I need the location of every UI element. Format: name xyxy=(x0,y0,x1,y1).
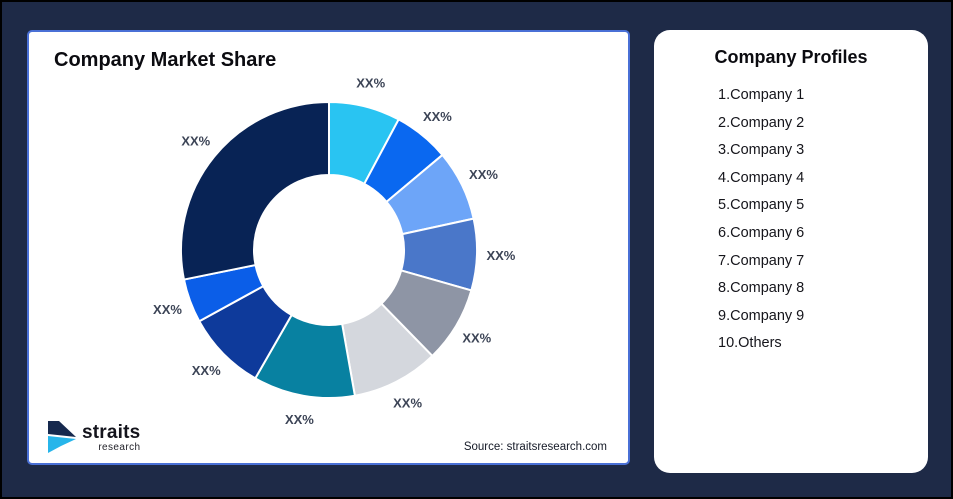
slice-label-5: XX% xyxy=(462,331,491,346)
slice-label-4: XX% xyxy=(486,248,515,263)
company-profile-item-6: 6.Company 6 xyxy=(718,224,805,241)
company-profiles-card: Company Profiles 1.Company 1 2.Company 2 3… xyxy=(654,30,928,473)
company-profiles-list: 1.Company 1 2.Company 2 3.Company 3 4.Compa… xyxy=(654,82,928,358)
company-profile-item-7: 7.Company 7 xyxy=(718,252,805,269)
slice-label-9: XX% xyxy=(153,302,182,317)
donut-chart: XX% XX% XX% XX% XX% XX% XX% XX% XX% XX% xyxy=(153,76,516,427)
source-text: Source: straitsresearch.com xyxy=(463,441,607,453)
slice-label-3: XX% xyxy=(469,167,498,182)
company-profile-item-3: 3.Company 3 xyxy=(718,142,805,159)
company-profile-item-1: 1.Company 1 xyxy=(718,87,805,103)
logo-mark-icon xyxy=(48,421,76,453)
logo-text: straits research xyxy=(82,423,140,453)
company-profile-item-2: 2.Company 2 xyxy=(718,114,805,131)
donut-slice-10 xyxy=(179,101,330,281)
straits-research-logo: straits research xyxy=(48,421,140,454)
slice-label-7: XX% xyxy=(285,412,314,427)
company-profile-item-10: 10.Others xyxy=(718,335,782,352)
company-profile-item-5: 5.Company 5 xyxy=(718,197,805,214)
company-profile-item-9: 9.Company 9 xyxy=(718,307,805,324)
chart-title: Company Market Share xyxy=(54,49,277,71)
company-profile-item-4: 4.Company 4 xyxy=(718,169,805,186)
slice-label-2: XX% xyxy=(423,109,452,124)
slice-label-10: XX% xyxy=(181,134,210,149)
slice-label-1: XX% xyxy=(356,76,385,91)
profiles-title: Company Profiles xyxy=(714,47,868,67)
logo-brand-text: straits xyxy=(82,421,141,443)
company-profile-item-8: 8.Company 8 xyxy=(718,280,805,297)
logo-sub-text: research xyxy=(98,441,141,453)
market-share-card: Company Market Share XX% XX% XX% XX% XX% XX% X… xyxy=(27,30,630,465)
slice-label-6: XX% xyxy=(393,396,422,411)
slice-label-8: XX% xyxy=(192,363,221,378)
